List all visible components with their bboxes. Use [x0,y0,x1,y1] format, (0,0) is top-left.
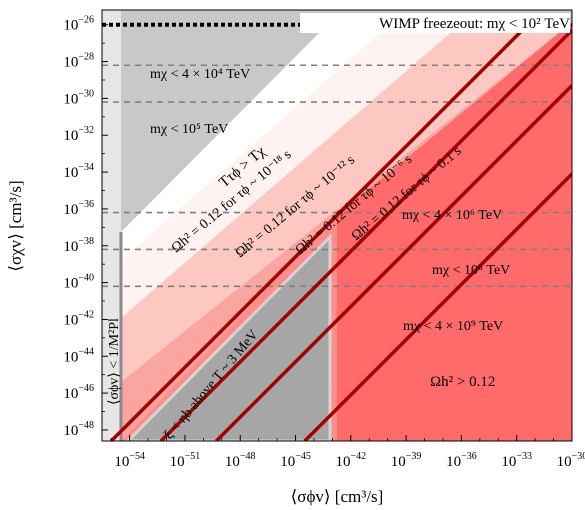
mass-bound-label: mχ < 4 × 10⁹ TeV [403,319,503,334]
x-tick-label: 10−30 [557,451,585,470]
relic-density-line [109,23,530,441]
x-tick-label: 10−48 [225,451,256,470]
x-tick-label: 10−36 [446,451,477,470]
x-tick-label: 10−42 [336,451,367,470]
y-tick-label: 10−32 [63,125,94,144]
y-tick-label: 10−44 [63,346,94,365]
plot-frame [101,9,573,442]
mass-bound-label: mχ < 4 × 10⁶ TeV [402,208,502,223]
nucleosynthesis-excluded-region [125,233,332,441]
mass-bound-label: mχ < 4 × 10⁴ TeV [150,67,250,82]
overabundance-region [337,22,572,441]
overabundance-region-label: Ωh² > 0.12 [430,374,495,390]
planck-mass-excluded-region [102,10,121,441]
x-tick-label: 10−45 [280,451,311,470]
x-tick-label: 10−39 [391,451,422,470]
mass-bound-label: mχ < 10⁸ TeV [432,263,510,278]
freezeout-label-background [300,13,570,33]
freezeout-label: WIMP freezeout: mχ < 10² TeV [379,16,570,32]
y-axis-title: ⟨σχv⟩ [cm³/s] [6,180,25,271]
relic-density-line [215,84,572,441]
x-tick-label: 10−51 [170,451,201,470]
y-tick-label: 10−26 [63,15,94,34]
y-tick-label: 10−30 [63,88,94,107]
y-tick-label: 10−40 [63,273,94,292]
x-axis-title: ⟨σϕv⟩ [cm³/s] [291,487,384,506]
mass-bound-label: mχ < 10⁵ TeV [150,122,228,137]
x-tick-label: 10−33 [501,451,532,470]
y-tick-label: 10−48 [63,420,94,439]
y-tick-label: 10−36 [63,199,94,218]
y-tick-label: 10−38 [63,236,94,255]
relic-density-line [159,29,572,441]
planck-bound-label: ⟨σϕv⟩ < 1/M²Pl [107,318,122,405]
y-tick-label: 10−34 [63,162,94,181]
plot-area [102,10,572,441]
temperature-excluded-region [121,10,572,232]
relic-density-line [303,172,572,441]
y-tick-label: 10−42 [63,309,94,328]
x-tick-label: 10−54 [114,451,145,470]
y-tick-label: 10−28 [63,52,94,71]
y-tick-label: 10−46 [63,383,94,402]
